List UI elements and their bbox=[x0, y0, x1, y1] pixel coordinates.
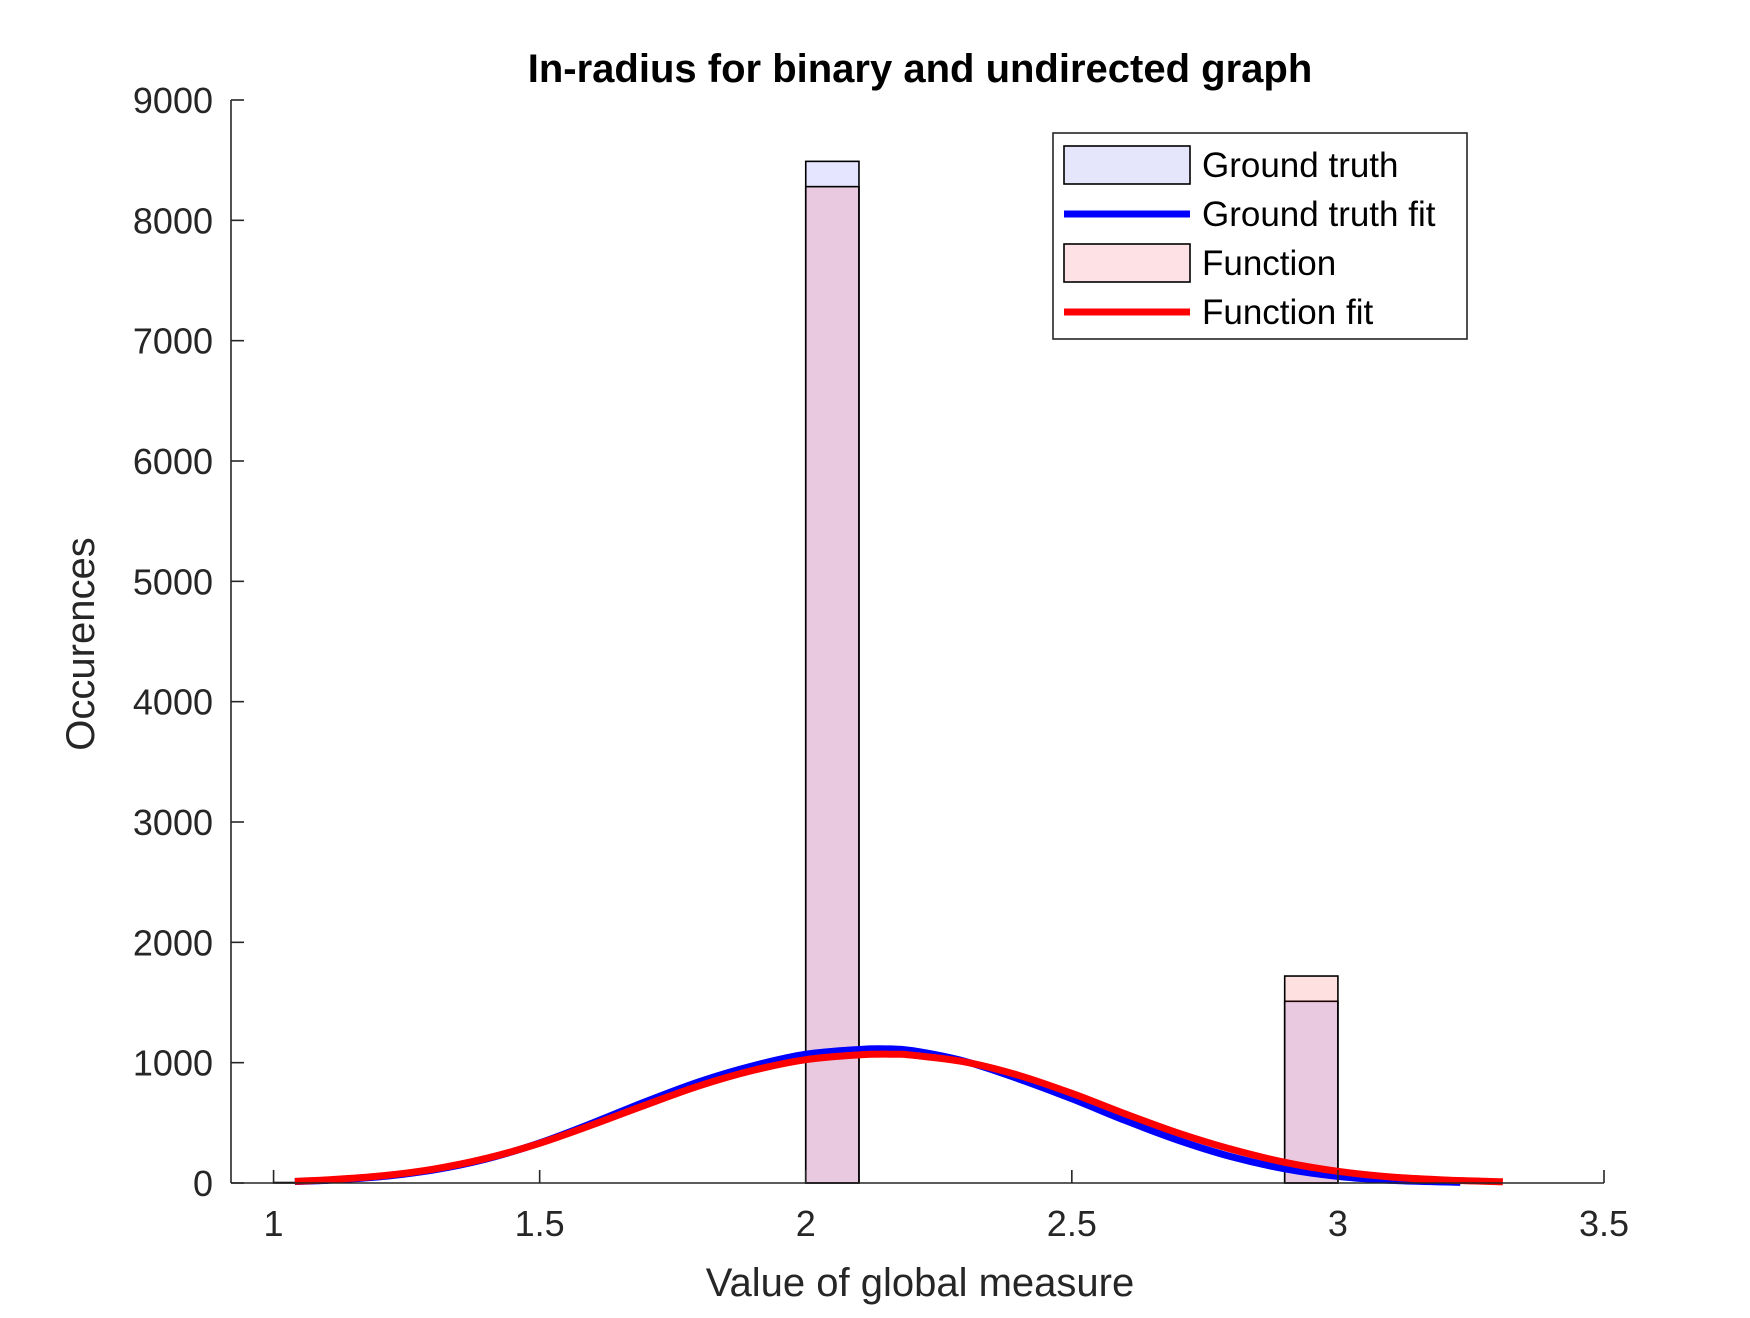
x-tick-label: 1 bbox=[264, 1203, 284, 1244]
legend: Ground truth Ground truth fit Function Func… bbox=[1053, 133, 1467, 339]
x-tick-label: 1.5 bbox=[515, 1203, 565, 1244]
y-tick-label: 7000 bbox=[133, 321, 213, 362]
legend-label: Function bbox=[1202, 244, 1336, 283]
legend-label: Function fit bbox=[1202, 293, 1373, 332]
x-tick-label: 3 bbox=[1328, 1203, 1348, 1244]
legend-swatch-ground-truth bbox=[1064, 146, 1190, 184]
x-tick-label: 3.5 bbox=[1579, 1203, 1629, 1244]
y-tick-label: 3000 bbox=[133, 802, 213, 843]
chart-title: In-radius for binary and undirected grap… bbox=[528, 47, 1313, 91]
x-axis-label: Value of global measure bbox=[706, 1261, 1134, 1305]
y-tick-label: 4000 bbox=[133, 682, 213, 723]
x-tick-label: 2.5 bbox=[1047, 1203, 1097, 1244]
y-tick-label: 8000 bbox=[133, 200, 213, 241]
y-tick-label: 0 bbox=[193, 1163, 213, 1204]
y-tick-label: 9000 bbox=[133, 80, 213, 121]
y-tick-label: 6000 bbox=[133, 441, 213, 482]
y-axis-label: Occurences bbox=[59, 537, 103, 750]
bar-function-1 bbox=[1285, 976, 1338, 1183]
x-tick-label: 2 bbox=[796, 1203, 816, 1244]
legend-swatch-function bbox=[1064, 244, 1190, 282]
y-tick-label: 2000 bbox=[133, 922, 213, 963]
bar-function-0 bbox=[806, 187, 859, 1183]
legend-label: Ground truth bbox=[1202, 146, 1399, 185]
y-tick-label: 5000 bbox=[133, 561, 213, 602]
y-tick-label: 1000 bbox=[133, 1043, 213, 1084]
legend-label: Ground truth fit bbox=[1202, 195, 1436, 234]
